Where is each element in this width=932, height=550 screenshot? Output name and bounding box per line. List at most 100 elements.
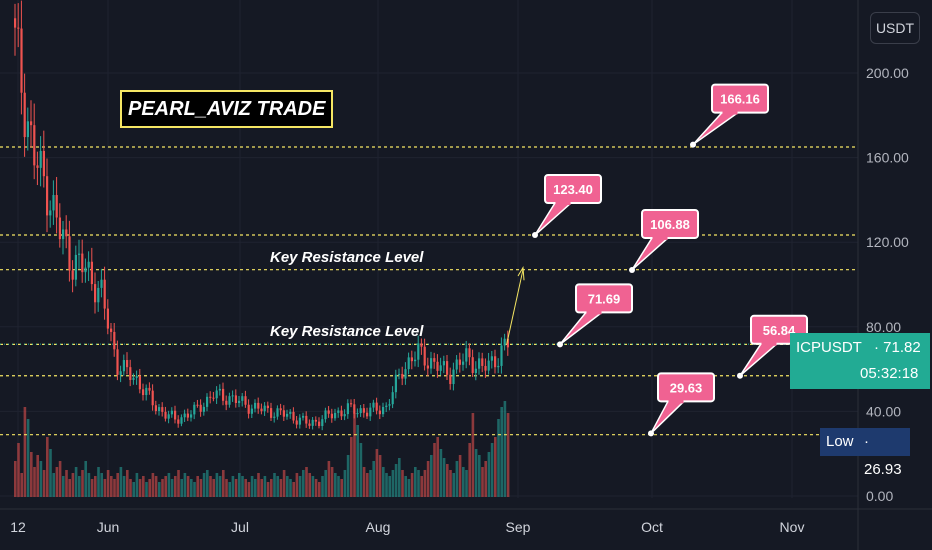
bar-countdown: 05:32:18 <box>860 365 919 382</box>
candle-body <box>439 365 442 371</box>
volume-bar <box>314 479 318 497</box>
volume-bar <box>30 452 33 497</box>
volume-bar <box>398 458 401 497</box>
x-tick-label: Sep <box>506 519 531 535</box>
candle-body <box>231 395 234 397</box>
candle-body <box>196 404 199 406</box>
level-lines <box>0 146 858 436</box>
volume-bar <box>324 470 327 497</box>
candle-body <box>234 395 237 404</box>
candle-body <box>158 407 161 412</box>
candle-body <box>308 423 311 426</box>
note-resistance-2: Key Resistance Level <box>270 323 424 340</box>
x-tick-label: Jun <box>97 519 120 535</box>
callout-71-69: 71.69 <box>557 283 633 348</box>
volume-bar <box>55 467 59 497</box>
candle-body <box>174 410 177 420</box>
candle-body <box>33 125 36 166</box>
volume-bar <box>167 473 171 497</box>
volume-bar <box>58 461 62 497</box>
volume-bar <box>273 473 276 497</box>
candle-body <box>177 419 180 424</box>
candle-body <box>334 412 337 419</box>
candle-body <box>340 410 343 417</box>
last-price-tag: ICPUSDT · 71.82 05:32:18 <box>790 333 930 389</box>
candle-body <box>289 411 292 414</box>
candle-body <box>222 388 225 401</box>
callout-box <box>657 372 715 403</box>
volume-bar <box>254 479 257 497</box>
volume-bar <box>375 449 379 497</box>
volume-bar <box>334 473 337 497</box>
volume-bar <box>414 467 417 497</box>
symbol-label: ICPUSDT <box>796 339 862 356</box>
volume-bar <box>138 479 142 497</box>
candle-body <box>55 195 58 218</box>
volume-bar <box>87 473 91 497</box>
volume-bar <box>244 479 247 497</box>
candle-body <box>62 229 65 240</box>
candle-body <box>122 360 125 372</box>
currency-unit-button[interactable]: USDT <box>870 12 920 44</box>
volume-bar <box>426 461 430 497</box>
candle-body <box>186 413 189 418</box>
volume-bar <box>394 464 398 497</box>
x-tick-label: Jul <box>231 519 249 535</box>
volume-bar <box>455 461 459 497</box>
volume-bar <box>353 413 356 497</box>
callout-pointer <box>739 343 780 377</box>
candle-body <box>458 359 461 365</box>
volume-bar <box>308 473 311 497</box>
low-price-tag: Low · 26.93 <box>820 428 910 478</box>
volume-bar <box>113 479 116 497</box>
candle-body <box>490 356 493 361</box>
candle-body <box>337 410 340 413</box>
volume-bar <box>225 479 228 497</box>
volume-bar <box>446 464 449 497</box>
candle-body <box>94 284 97 303</box>
callout-label: 29.63 <box>670 380 703 395</box>
candle-body <box>212 397 215 399</box>
volume-bar <box>391 470 395 497</box>
volume-bar <box>478 455 481 497</box>
candle-body <box>151 390 154 406</box>
candle-body <box>343 414 346 417</box>
candle-body <box>225 400 228 405</box>
volume-bar <box>151 473 155 497</box>
callout-join <box>668 399 684 404</box>
candle-body <box>362 408 365 413</box>
volume-bar <box>388 476 391 497</box>
volume-bar <box>500 407 503 497</box>
candle-body <box>324 410 327 420</box>
candle-body <box>218 388 221 391</box>
candle-body <box>366 412 369 417</box>
candle-body <box>478 358 481 369</box>
callout-pointer <box>650 400 686 434</box>
candle-body <box>372 402 375 408</box>
volume-bar <box>170 479 174 497</box>
volume-bar <box>436 437 439 497</box>
callout-join <box>555 201 571 206</box>
candle-body <box>106 308 109 329</box>
volume-bar <box>350 437 353 497</box>
candle-body <box>199 404 202 412</box>
candle-body <box>369 407 372 417</box>
volume-bar <box>129 479 132 497</box>
callout-dot <box>532 232 538 239</box>
volume-bar <box>311 476 315 497</box>
volume-bar <box>410 473 414 497</box>
volume-bar <box>490 443 494 497</box>
volume-bar <box>270 479 273 497</box>
candle-body <box>414 359 417 362</box>
volume-bar <box>452 473 455 497</box>
candle-body <box>318 421 321 427</box>
candle-body <box>46 176 49 216</box>
y-tick-label: 200.00 <box>866 65 909 81</box>
candle-body <box>110 328 113 332</box>
volume-bar <box>97 467 100 497</box>
candle-body <box>254 402 257 409</box>
volume-bar <box>231 476 235 497</box>
candle-body <box>452 369 455 385</box>
